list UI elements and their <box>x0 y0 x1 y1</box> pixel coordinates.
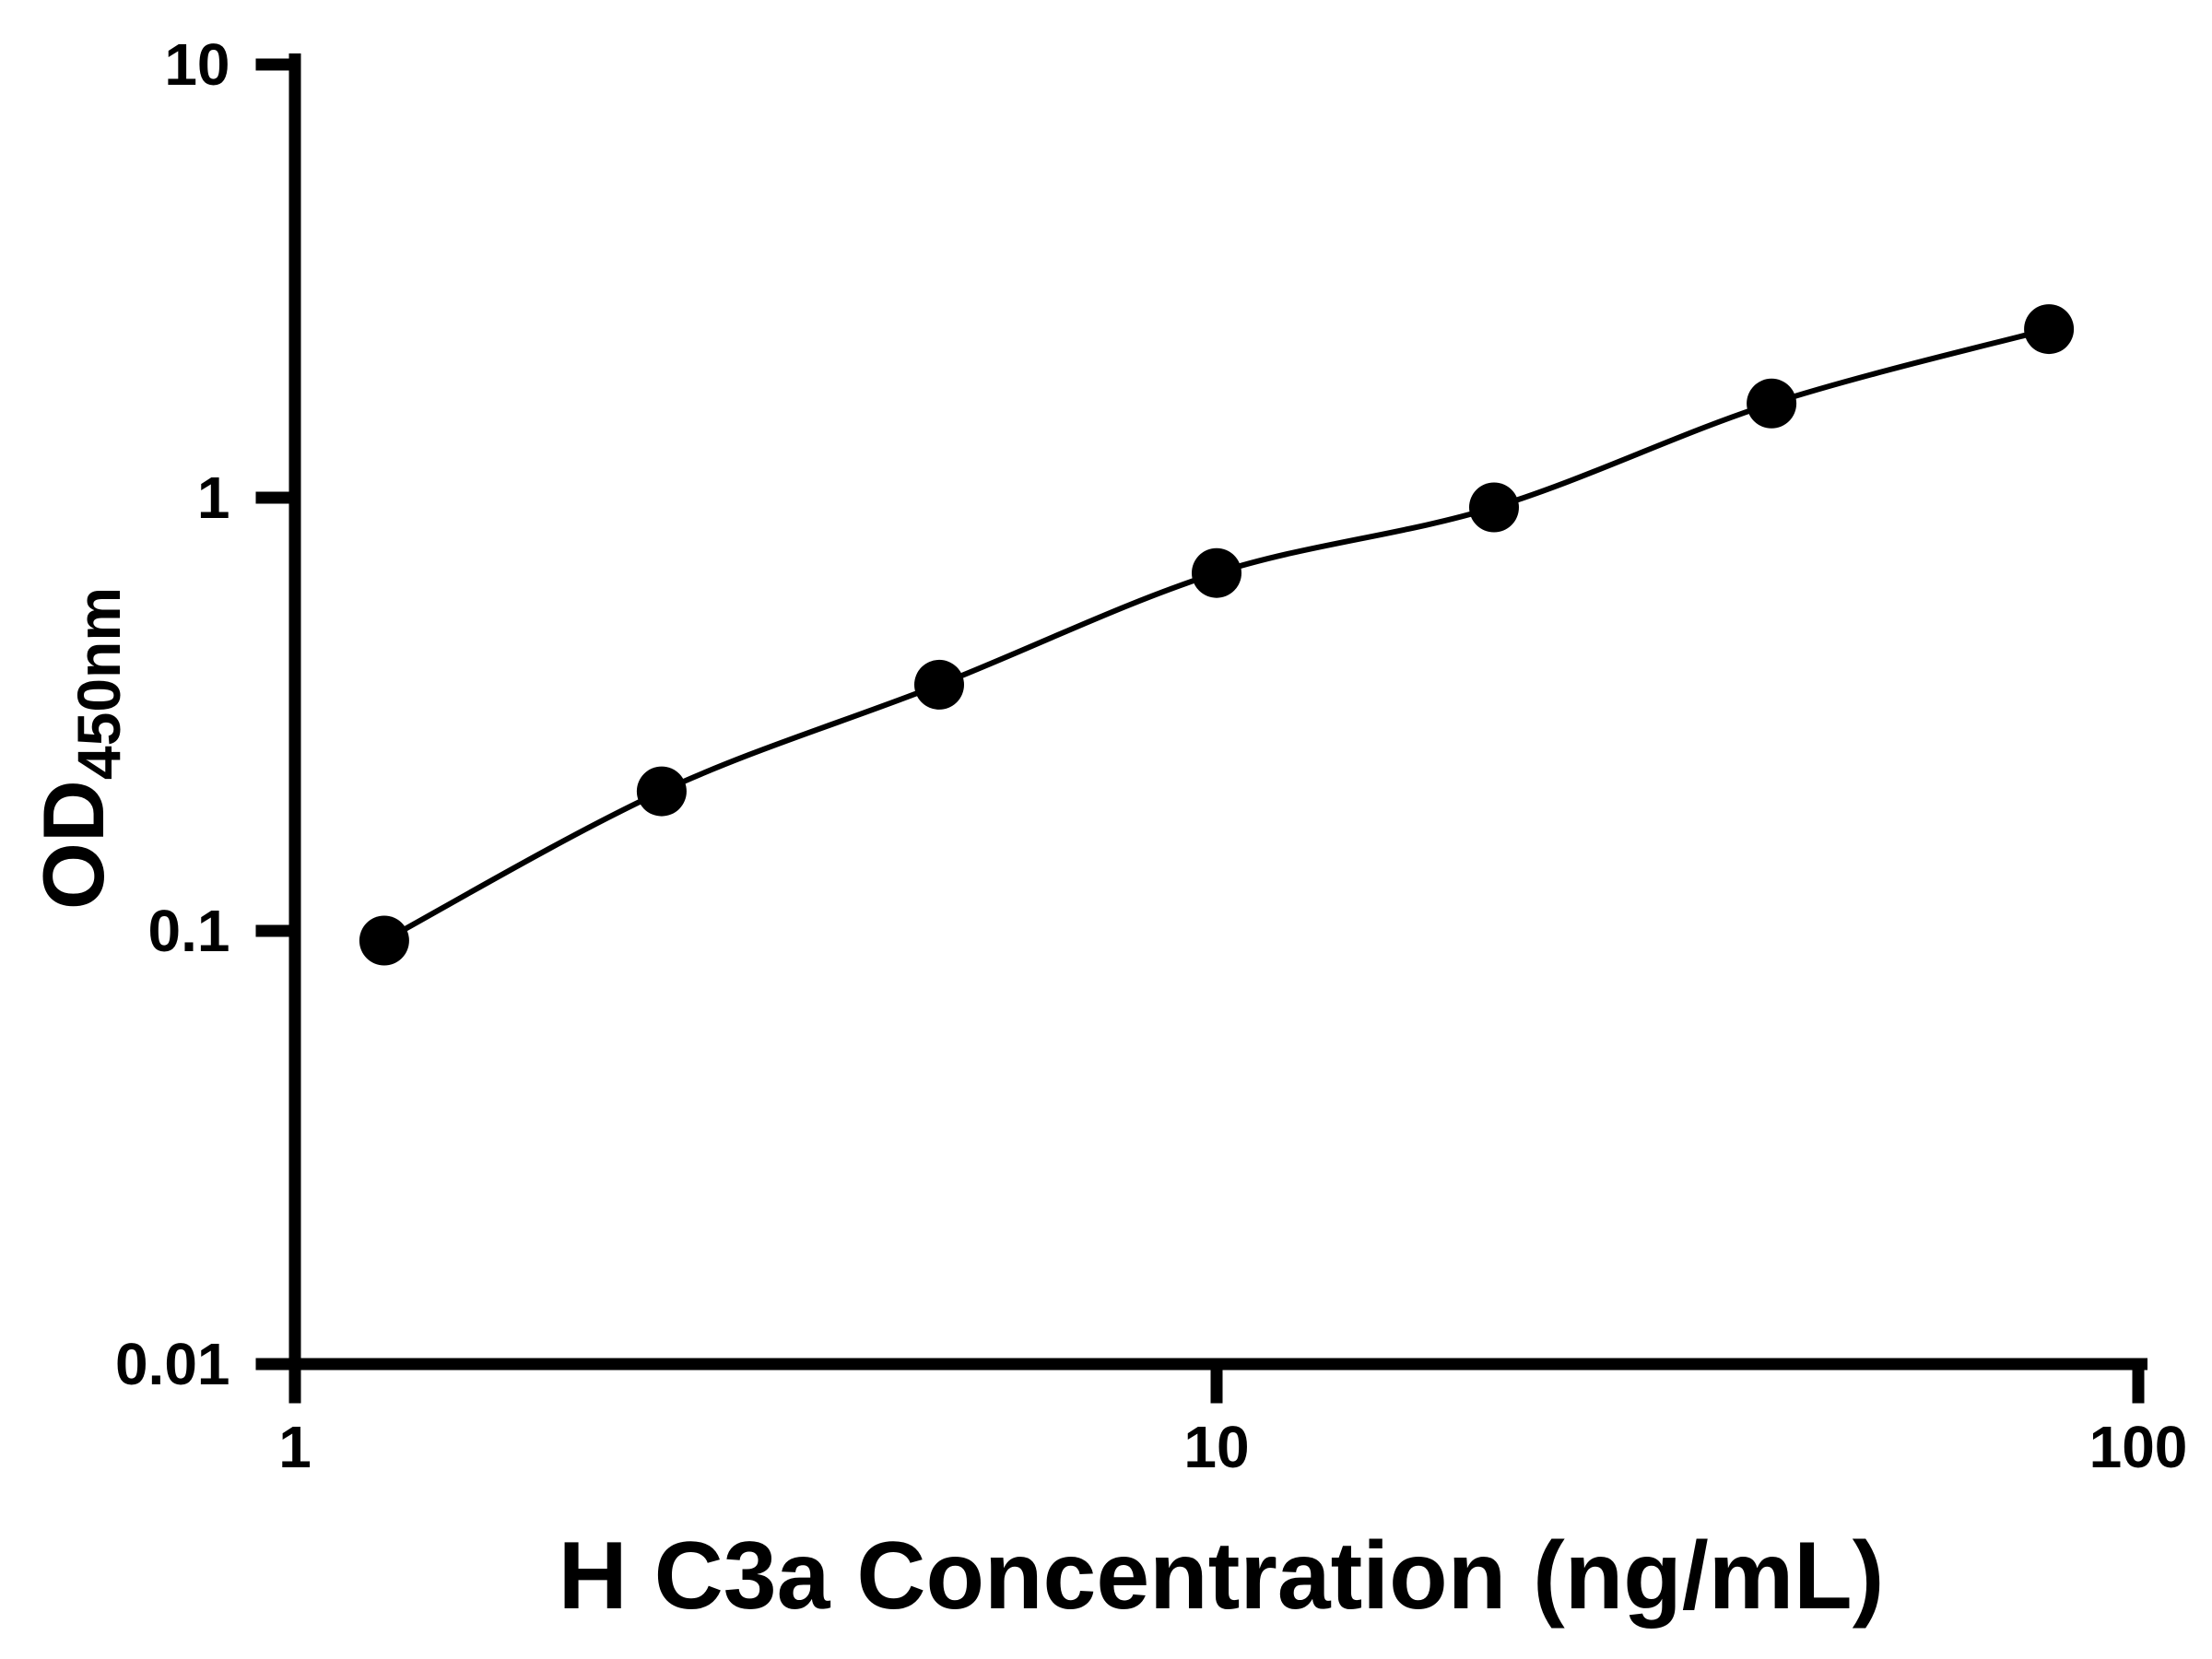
data-point <box>1469 482 1519 533</box>
data-point <box>2024 304 2075 355</box>
x-tick-label: 100 <box>2089 1414 2188 1480</box>
data-point <box>1192 547 1241 598</box>
svg-text:OD450nm: OD450nm <box>25 587 133 910</box>
data-point <box>636 766 687 817</box>
x-axis-title: H C3a Concentration (ng/mL) <box>559 1523 1885 1630</box>
x-tick-label: 1 <box>278 1414 312 1480</box>
x-tick-label: 10 <box>1183 1414 1249 1480</box>
y-axis-title-subscript: 450nm <box>65 587 133 780</box>
data-point <box>1747 378 1797 429</box>
y-tick-label: 1 <box>197 465 230 531</box>
standard-curve-line <box>381 326 2053 944</box>
y-tick-label: 0.1 <box>148 898 230 964</box>
y-axis-title-main: OD <box>25 780 122 910</box>
y-tick-label: 0.01 <box>115 1331 230 1397</box>
plot-area: 1 10 100 0.01 0.1 1 10 <box>115 31 2187 1480</box>
y-tick-label: 10 <box>164 31 229 98</box>
y-axis-title: OD450nm <box>25 587 133 910</box>
data-point <box>359 915 409 966</box>
data-point <box>914 659 964 710</box>
